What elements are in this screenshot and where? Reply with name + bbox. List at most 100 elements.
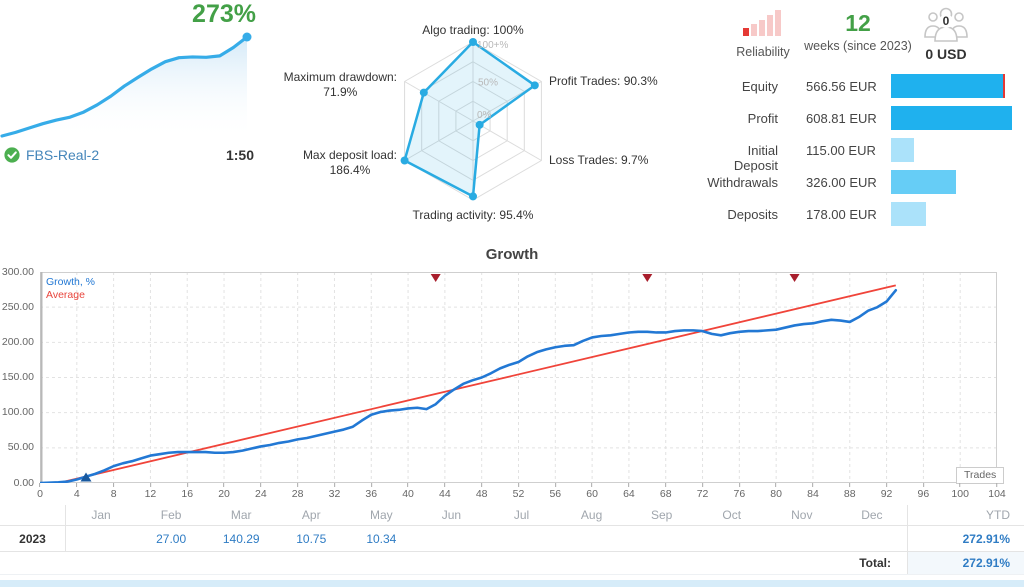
month-header-cell: Apr [301,508,321,522]
y-tick-label: 100.00 [1,406,34,419]
x-axis-title: Trades [956,467,1005,484]
verified-check-icon [4,147,20,166]
x-tick-label: 96 [918,483,929,500]
y-tick-label: 250.00 [1,300,34,313]
x-tick-label: 76 [734,483,745,500]
x-tick-label: 88 [844,483,856,500]
subscribers-count: 0 [939,14,953,28]
maximum-drawdown-label: Maximum drawdown: [283,70,397,84]
table-row: 2023 27.00 140.29 10.75 10.34 272.91% [0,526,1024,552]
radar-chart: 100+% 50% 0% [400,38,542,201]
balance-value: 178.00 EUR [806,207,877,222]
account-name-link[interactable]: FBS-Real-2 [26,147,100,163]
svg-text:0%: 0% [477,110,492,121]
x-tick-label: 16 [181,483,193,500]
weeks-value: 12 [845,10,871,36]
month-header-cell: Jun [441,508,462,522]
x-tick-label: 92 [881,483,892,500]
balance-row-profit: Profit 608.81 EUR [700,102,1024,134]
x-tick-label: 12 [145,483,156,500]
weeks-block: 12 weeks (since 2023) [803,4,913,53]
x-tick-label: 48 [476,483,488,500]
month-value-cell: 10.75 [296,531,327,546]
balance-row-equity: Equity 566.56 EUR [700,70,1024,102]
reliability-block: Reliability [708,4,818,59]
balance-value: 608.81 EUR [806,111,877,126]
balance-value: 115.00 EUR [806,143,876,158]
total-value: 272.91% [907,552,1024,574]
month-header-cell: Jan [91,508,111,522]
y-tick-label: 50.00 [7,441,34,454]
radar-label-maximum-drawdown: Maximum drawdown: 71.9% [284,70,397,100]
y-tick-label: 200.00 [1,335,34,348]
balance-bar [891,202,1016,226]
radar-label-profit-trades: Profit Trades: 90.3% [549,74,658,88]
balance-value: 566.56 EUR [806,79,877,94]
subscribers-icon: 0 [896,4,996,45]
balance-value: 326.00 EUR [806,175,877,190]
month-values: 27.00 140.29 10.75 10.34 [65,526,907,551]
equity-marker [1003,74,1005,98]
month-header-cell: Feb [160,508,182,522]
max-deposit-load-label: Max deposit load: [302,148,397,162]
x-tick-label: 44 [439,483,451,500]
legend-growth: Growth, % [46,276,96,288]
month-value-cell: 140.29 [222,531,260,546]
reliability-bars-icon [708,4,818,42]
month-header-cell: Nov [791,508,813,522]
weeks-caption: weeks (since 2023) [804,39,912,53]
x-tick-label: 56 [549,483,561,500]
x-tick-label: 32 [329,483,340,500]
x-tick-label: 20 [218,483,230,500]
month-header-cell: May [370,508,393,522]
x-tick-label: 36 [365,483,377,500]
svg-text:50%: 50% [478,78,498,89]
x-tick-label: 24 [255,483,267,500]
x-tick-label: 4 [74,483,80,500]
ytd-header: YTD [907,505,1024,525]
x-tick-label: 64 [623,483,635,500]
reliability-label: Reliability [736,45,790,59]
statistics-radar: 100+% 50% 0% Algo trading: 100% Profit Tra… [284,10,660,238]
growth-chart-section: Growth 0.00 50.00 100.00 150.00 200.00 250.00… [0,240,1024,587]
y-tick-label: 150.00 [1,371,34,383]
month-header-cell: Dec [861,508,883,522]
balance-row-withdrawals: Withdrawals 326.00 EUR [700,166,1024,198]
balance-bar [891,138,1016,162]
x-tick-label: 68 [660,483,672,500]
x-tick-label: 52 [513,483,524,500]
balance-row-initial-deposit: Initial Deposit 115.00 EUR [700,134,1024,173]
x-tick-label: 104 [988,483,1006,500]
radar-label-trading-activity: Trading activity: 95.4% [412,208,534,222]
chart-title: Growth [485,246,539,263]
header-stats: Reliability 12 weeks (since 2023) 0 [700,4,1024,64]
balance-bar [891,74,1016,98]
svg-text:100+%: 100+% [477,40,509,51]
y-tick-label: 300.00 [1,265,34,278]
x-tick-label: 40 [402,483,414,500]
x-tick-label: 0 [37,483,43,500]
balance-label: Equity [741,79,778,94]
monthly-growth-table: Jan Feb Mar Apr May Jun Jul Aug Sep Oct Nov Dec YTD… [0,505,1024,575]
x-tick-label: 28 [292,483,303,500]
balance-stats: Equity 566.56 EUR Profit 608.81 EUR Initial … [700,70,1024,230]
subscribers-funds: 0 USD [925,46,967,62]
radar-label-loss-trades: Loss Trades: 9.7% [549,153,649,167]
month-header-cell: Jul [513,508,530,522]
maximum-drawdown-value: 71.9% [323,85,358,99]
balance-row-deposits: Deposits 178.00 EUR [700,198,1024,230]
subscribers-block: 0 0 USD [896,4,996,62]
legend-average: Average [46,289,85,301]
year-cell: 2023 [19,531,46,546]
balance-label: Deposits [727,207,778,222]
month-header-cell: Aug [580,508,603,522]
next-section-edge [0,580,1024,587]
y-axis-labels: 0.00 50.00 100.00 150.00 200.00 250.00 300.00 [0,240,37,500]
month-header-cell: Sep [650,508,673,522]
month-header-cell: Oct [722,508,742,522]
leverage-value: 1:50 [225,147,254,163]
table-total-row: Total: 272.91% [0,552,1024,575]
balance-label: Profit [747,111,778,126]
growth-sparkline-chart [0,32,252,140]
